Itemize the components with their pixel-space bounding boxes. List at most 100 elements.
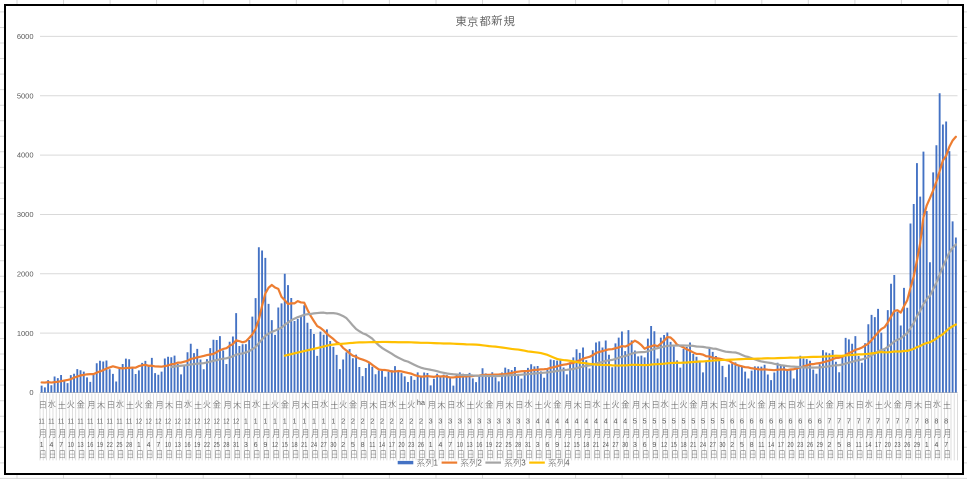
svg-text:19: 19 [97, 440, 103, 449]
svg-text:1: 1 [434, 458, 439, 467]
svg-text:12: 12 [204, 417, 210, 426]
svg-text:4: 4 [536, 417, 540, 426]
svg-text:3: 3 [521, 458, 526, 467]
svg-text:5: 5 [633, 417, 637, 426]
svg-text:6000: 6000 [17, 32, 34, 41]
svg-text:12: 12 [233, 417, 239, 426]
svg-text:7: 7 [915, 417, 919, 426]
svg-text:5: 5 [720, 417, 724, 426]
svg-text:19: 19 [486, 440, 492, 449]
svg-text:11: 11 [39, 417, 45, 426]
svg-text:1: 1 [331, 417, 335, 426]
svg-text:5: 5 [351, 440, 355, 449]
svg-text:11: 11 [126, 417, 132, 426]
svg-text:18: 18 [291, 440, 297, 449]
svg-text:4: 4 [49, 440, 53, 449]
svg-text:4: 4 [555, 417, 559, 426]
svg-text:1: 1 [244, 417, 248, 426]
svg-text:2: 2 [419, 417, 423, 426]
svg-text:25: 25 [505, 440, 511, 449]
svg-text:9: 9 [652, 440, 656, 449]
svg-text:12: 12 [214, 417, 220, 426]
svg-text:6: 6 [818, 417, 822, 426]
svg-text:4: 4 [934, 440, 938, 449]
svg-text:1: 1 [254, 417, 258, 426]
svg-text:5: 5 [652, 417, 656, 426]
svg-text:5: 5 [643, 417, 647, 426]
svg-text:7: 7 [827, 417, 831, 426]
svg-text:18: 18 [680, 440, 686, 449]
svg-text:11: 11 [116, 417, 122, 426]
svg-text:8: 8 [934, 417, 938, 426]
svg-text:30: 30 [622, 440, 628, 449]
svg-text:22: 22 [496, 440, 502, 449]
svg-text:10: 10 [165, 440, 171, 449]
svg-text:8: 8 [925, 417, 929, 426]
svg-text:2: 2 [477, 458, 482, 467]
svg-text:2: 2 [409, 417, 413, 426]
svg-text:4: 4 [604, 417, 608, 426]
svg-text:3: 3 [526, 417, 530, 426]
svg-text:1000: 1000 [17, 329, 34, 338]
svg-text:1: 1 [293, 417, 297, 426]
svg-text:12: 12 [184, 417, 190, 426]
svg-text:31: 31 [233, 440, 239, 449]
svg-text:4: 4 [438, 440, 442, 449]
svg-text:6: 6 [740, 417, 744, 426]
svg-text:1: 1 [283, 417, 287, 426]
svg-text:7: 7 [944, 440, 948, 449]
svg-text:1: 1 [263, 417, 267, 426]
svg-text:6: 6 [750, 417, 754, 426]
svg-text:22: 22 [107, 440, 113, 449]
svg-text:10: 10 [457, 440, 463, 449]
svg-text:4: 4 [147, 440, 151, 449]
svg-text:23: 23 [408, 440, 414, 449]
svg-text:ha: ha [417, 398, 426, 407]
svg-text:7: 7 [857, 417, 861, 426]
svg-text:6: 6 [789, 417, 793, 426]
svg-text:8: 8 [944, 417, 948, 426]
svg-text:2: 2 [361, 417, 365, 426]
svg-text:12: 12 [661, 440, 667, 449]
svg-text:7: 7 [448, 440, 452, 449]
svg-text:12: 12 [146, 417, 152, 426]
svg-text:4: 4 [575, 417, 579, 426]
svg-text:6: 6 [759, 417, 763, 426]
svg-text:3: 3 [458, 417, 462, 426]
svg-text:12: 12 [155, 417, 161, 426]
svg-text:3: 3 [487, 417, 491, 426]
svg-text:17: 17 [389, 440, 395, 449]
svg-text:15: 15 [671, 440, 677, 449]
svg-text:27: 27 [321, 440, 327, 449]
svg-text:5: 5 [701, 417, 705, 426]
svg-text:3: 3 [506, 417, 510, 426]
svg-text:24: 24 [603, 440, 609, 449]
svg-text:24: 24 [700, 440, 706, 449]
svg-text:8: 8 [361, 440, 365, 449]
svg-text:5: 5 [691, 417, 695, 426]
svg-text:6: 6 [779, 417, 783, 426]
svg-text:12: 12 [175, 417, 181, 426]
svg-text:24: 24 [311, 440, 317, 449]
svg-text:12: 12 [223, 417, 229, 426]
svg-text:3000: 3000 [17, 210, 34, 219]
svg-text:17: 17 [778, 440, 784, 449]
svg-text:2: 2 [827, 440, 831, 449]
svg-text:13: 13 [77, 440, 83, 449]
svg-text:11: 11 [369, 440, 375, 449]
svg-text:3: 3 [633, 440, 637, 449]
svg-text:26: 26 [418, 440, 424, 449]
svg-text:11: 11 [58, 417, 64, 426]
svg-text:4: 4 [545, 417, 549, 426]
svg-text:20: 20 [885, 440, 891, 449]
svg-text:6: 6 [545, 440, 549, 449]
svg-text:2: 2 [399, 417, 403, 426]
svg-text:6: 6 [798, 417, 802, 426]
svg-text:6: 6 [730, 417, 734, 426]
svg-text:3: 3 [448, 417, 452, 426]
svg-text:8: 8 [750, 440, 754, 449]
svg-text:1: 1 [925, 440, 929, 449]
svg-text:7: 7 [905, 417, 909, 426]
svg-text:5: 5 [711, 417, 715, 426]
svg-text:12: 12 [165, 417, 171, 426]
